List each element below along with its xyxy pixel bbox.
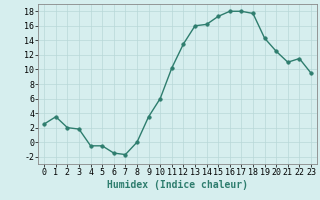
X-axis label: Humidex (Indice chaleur): Humidex (Indice chaleur) (107, 180, 248, 190)
